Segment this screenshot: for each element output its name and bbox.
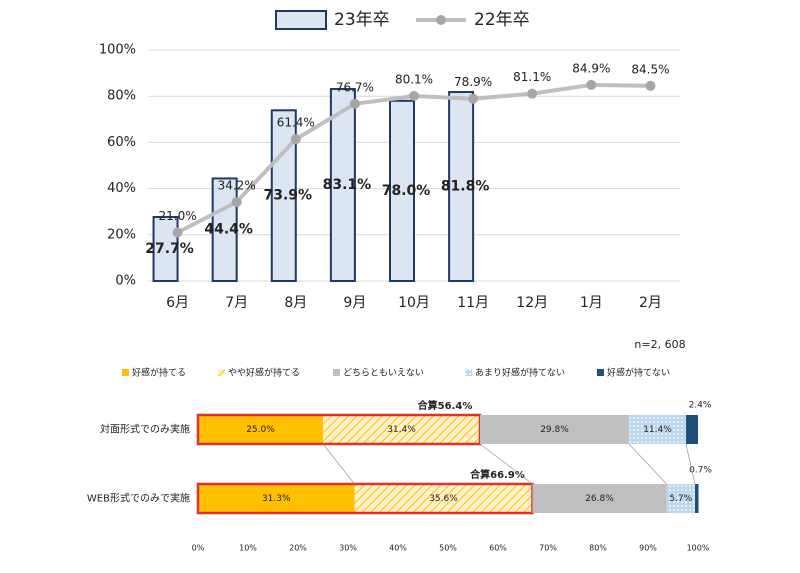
- point: [290, 134, 301, 145]
- note: n=2, 608: [634, 338, 685, 351]
- legend-marker: [436, 15, 446, 25]
- x-tick-label: 11月: [457, 295, 489, 311]
- x-tick-label: 50%: [439, 544, 457, 553]
- point: [409, 90, 419, 101]
- data-label: 25.0%: [246, 425, 275, 435]
- x-tick-label: 9月: [343, 295, 366, 311]
- x-tick-label: 20%: [289, 544, 307, 553]
- data-label: 84.9%: [572, 61, 610, 75]
- data-label: 81.1%: [513, 70, 551, 84]
- x-tick-label: 40%: [389, 544, 407, 553]
- x-tick-label: 12月: [516, 295, 548, 311]
- bar-segment: [198, 415, 323, 444]
- point: [645, 80, 656, 91]
- x-tick-label: 70%: [539, 544, 557, 553]
- category-label: 対面形式でのみ実施: [100, 423, 190, 436]
- bar-segment: [198, 484, 355, 513]
- legend-swatch: [465, 369, 472, 376]
- data-label: 31.3%: [262, 494, 291, 504]
- data-label: 44.4%: [204, 222, 253, 238]
- y-tick-label: 80%: [107, 89, 136, 104]
- y-tick-label: 40%: [107, 181, 136, 196]
- bar-segment: [323, 415, 480, 444]
- legend-label: 好感が持てない: [607, 367, 670, 379]
- data-label: 11.4%: [643, 425, 672, 435]
- connector: [322, 443, 355, 485]
- connector: [685, 443, 696, 485]
- data-label: 84.5%: [631, 62, 669, 76]
- bar-segment: [532, 484, 667, 513]
- legend-label: やや好感が持てる: [228, 367, 300, 379]
- y-tick-label: 100%: [99, 43, 136, 58]
- legend-swatch: [218, 369, 225, 376]
- legend-label: どちらともいえない: [343, 368, 424, 379]
- x-tick-label: 7月: [225, 295, 248, 311]
- legend-label: 好感が持てる: [132, 367, 186, 379]
- x-tick-label: 6月: [166, 295, 189, 311]
- x-tick-label: 30%: [339, 544, 357, 553]
- x-tick-label: 10%: [239, 544, 257, 553]
- point: [586, 79, 597, 90]
- legend-swatch: [275, 10, 327, 30]
- data-label: 73.9%: [263, 188, 312, 204]
- data-label: 78.0%: [382, 183, 431, 199]
- bar-segment: [666, 484, 695, 513]
- bar-segment: [629, 415, 686, 444]
- connector: [628, 443, 667, 485]
- data-label: 34.2%: [218, 178, 256, 192]
- legend-label: あまり好感が持てない: [475, 367, 565, 379]
- bar-segment: [480, 415, 629, 444]
- data-label: 26.8%: [585, 494, 614, 504]
- bar-segment: [686, 415, 698, 444]
- sum-label: 合算56.4%: [417, 399, 473, 412]
- bar: [389, 99, 415, 282]
- connector: [479, 443, 533, 485]
- data-label: 78.9%: [454, 75, 492, 89]
- data-label: 2.4%: [689, 401, 712, 411]
- category-label: WEB形式でのみで実施: [87, 492, 190, 505]
- bar-segment: [695, 484, 699, 513]
- data-label: 83.1%: [323, 177, 372, 193]
- point: [468, 93, 479, 104]
- point: [527, 88, 538, 99]
- y-tick-label: 20%: [107, 227, 136, 242]
- x-tick-label: 0%: [192, 544, 205, 553]
- data-label: 5.7%: [669, 494, 692, 504]
- legend-label: 22年卒: [474, 10, 530, 30]
- x-tick-label: 90%: [639, 544, 657, 553]
- legend-label: 23年卒: [334, 10, 390, 30]
- y-tick-label: 0%: [115, 274, 136, 289]
- legend-swatch: [333, 369, 340, 376]
- data-label: 31.4%: [387, 425, 416, 435]
- data-label: 61.4%: [277, 116, 315, 130]
- bar: [448, 91, 475, 282]
- point: [231, 196, 242, 207]
- legend-swatch: [122, 369, 129, 376]
- x-tick-label: 1月: [580, 295, 603, 311]
- bar: [211, 177, 238, 283]
- bar-segment: [354, 484, 533, 513]
- x-tick-label: 60%: [489, 544, 507, 553]
- x-tick-label: 100%: [687, 544, 710, 553]
- x-tick-label: 2月: [639, 295, 662, 311]
- x-tick-label: 10月: [398, 295, 430, 311]
- x-tick-label: 8月: [284, 295, 307, 311]
- data-label: 35.6%: [429, 494, 458, 504]
- data-label: 29.8%: [540, 425, 569, 435]
- sum-label: 合算66.9%: [469, 468, 525, 481]
- data-label: 80.1%: [395, 72, 433, 86]
- data-label: 21.0%: [158, 209, 196, 223]
- x-tick-label: 80%: [589, 544, 607, 553]
- data-label: 27.7%: [145, 241, 194, 257]
- legend-swatch: [597, 369, 604, 376]
- y-tick-label: 60%: [107, 135, 136, 150]
- point: [172, 227, 183, 238]
- data-label: 0.7%: [689, 466, 712, 476]
- bar: [329, 88, 356, 282]
- bar: [152, 216, 179, 282]
- data-label: 76.7%: [336, 80, 374, 94]
- data-label: 81.8%: [441, 179, 490, 195]
- point: [349, 98, 360, 109]
